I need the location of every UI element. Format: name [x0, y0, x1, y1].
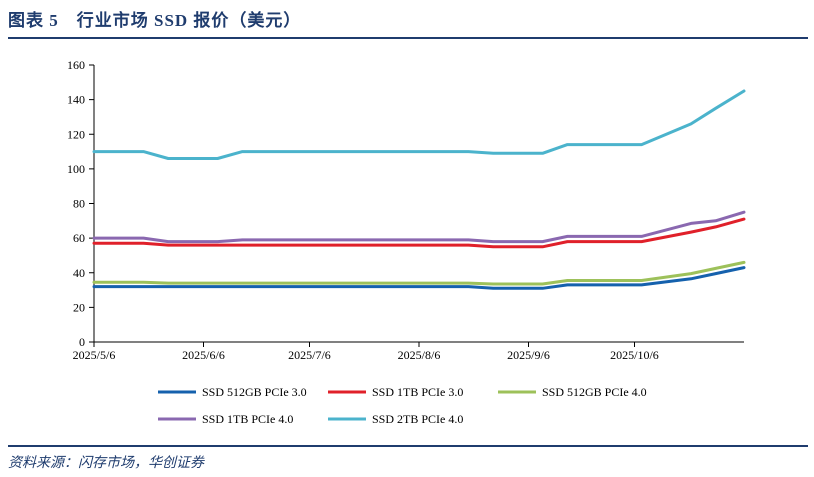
- legend-item: SSD 1TB PCIe 3.0: [328, 385, 463, 399]
- series-line: [92, 89, 746, 160]
- axes: [93, 65, 744, 343]
- legend-item: SSD 512GB PCIe 4.0: [498, 385, 647, 399]
- y-tick-label: 120: [67, 127, 85, 141]
- legend-label: SSD 512GB PCIe 3.0: [202, 385, 307, 399]
- y-tick-label: 80: [73, 197, 85, 211]
- legend-item: SSD 2TB PCIe 4.0: [328, 412, 463, 426]
- axis-ticks: 0 20 40 60 80 100 120 140 160 2025/5/6 2025/6/6 202…: [67, 58, 659, 362]
- x-tick-label: 2025/8/6: [398, 348, 441, 362]
- chart-title: 图表 5 行业市场 SSD 报价（美元）: [8, 11, 302, 30]
- legend: SSD 512GB PCIe 3.0 SSD 1TB PCIe 3.0 SSD 51…: [158, 385, 647, 426]
- bottom-rule: [8, 445, 808, 447]
- x-tick-label: 2025/9/6: [507, 348, 550, 362]
- x-tick-label: 2025/5/6: [73, 348, 116, 362]
- y-tick-label: 160: [67, 58, 85, 72]
- series-line: [92, 210, 746, 244]
- legend-label: SSD 1TB PCIe 4.0: [202, 412, 293, 426]
- legend-item: SSD 1TB PCIe 4.0: [158, 412, 293, 426]
- top-rule: [8, 37, 808, 39]
- y-tick-label: 0: [79, 335, 85, 349]
- legend-label: SSD 512GB PCIe 4.0: [542, 385, 647, 399]
- y-tick-label: 60: [73, 231, 85, 245]
- series-line: [92, 266, 746, 290]
- series-lines: [92, 89, 746, 290]
- series-line: [92, 260, 746, 286]
- y-tick-label: 20: [73, 300, 85, 314]
- y-tick-label: 100: [67, 162, 85, 176]
- legend-item: SSD 512GB PCIe 3.0: [158, 385, 307, 399]
- source-note: 资料来源：闪存市场，华创证券: [8, 456, 204, 471]
- x-tick-label: 2025/6/6: [182, 348, 225, 362]
- y-tick-label: 40: [73, 266, 85, 280]
- x-tick-label: 2025/7/6: [288, 348, 331, 362]
- legend-label: SSD 1TB PCIe 3.0: [372, 385, 463, 399]
- y-tick-label: 140: [67, 93, 85, 107]
- series-line: [92, 217, 746, 249]
- x-tick-label: 2025/10/6: [610, 348, 659, 362]
- legend-label: SSD 2TB PCIe 4.0: [372, 412, 463, 426]
